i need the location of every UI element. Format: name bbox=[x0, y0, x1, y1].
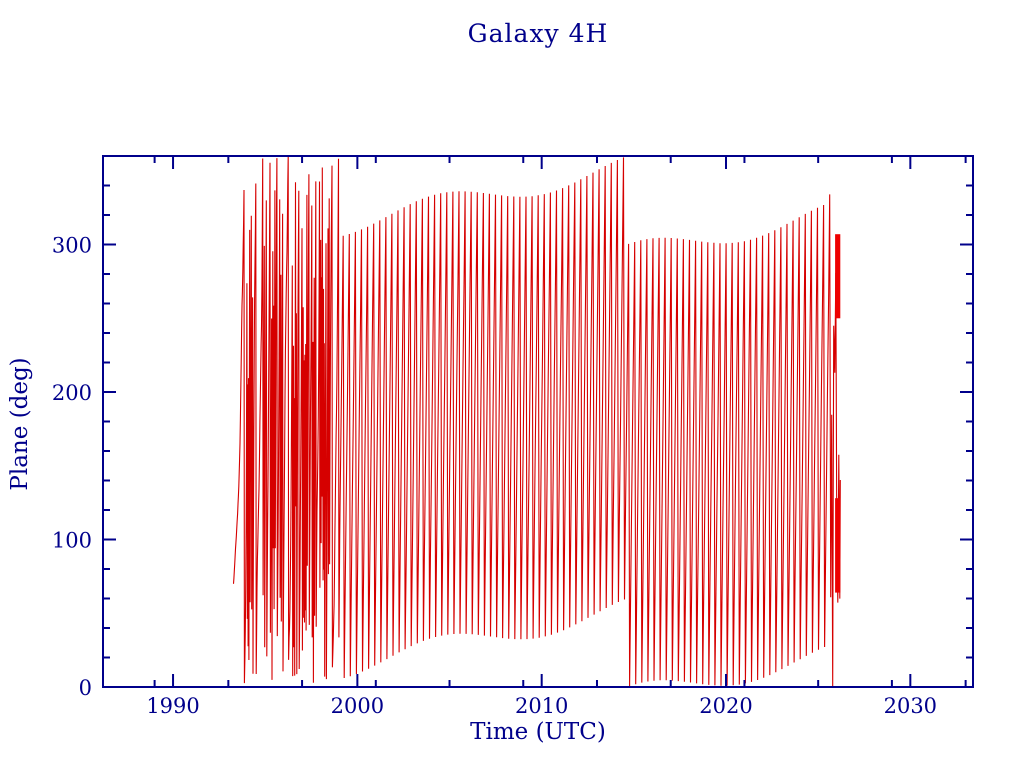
y-tick-label: 100 bbox=[52, 529, 92, 553]
chart-title: Galaxy 4H bbox=[468, 19, 609, 48]
y-axis-label: Plane (deg) bbox=[7, 357, 33, 490]
x-tick-label: 2000 bbox=[331, 694, 384, 718]
x-tick-label: 2020 bbox=[699, 694, 752, 718]
y-tick-label: 200 bbox=[52, 381, 92, 405]
x-tick-label: 1990 bbox=[146, 694, 199, 718]
data-series-layer bbox=[232, 156, 841, 687]
axes-layer: 1990 2000 2010 2020 2030 0 100 200 300 bbox=[52, 155, 974, 718]
x-axis-label: Time (UTC) bbox=[470, 719, 606, 745]
plane-angle-series bbox=[232, 156, 841, 687]
x-tick-label: 2030 bbox=[884, 694, 937, 718]
dense-wrap-block bbox=[835, 498, 841, 593]
y-tick-label: 0 bbox=[79, 676, 92, 700]
dense-wrap-block bbox=[835, 234, 841, 319]
y-tick-label: 300 bbox=[52, 234, 92, 258]
x-tick-label: 2010 bbox=[515, 694, 568, 718]
